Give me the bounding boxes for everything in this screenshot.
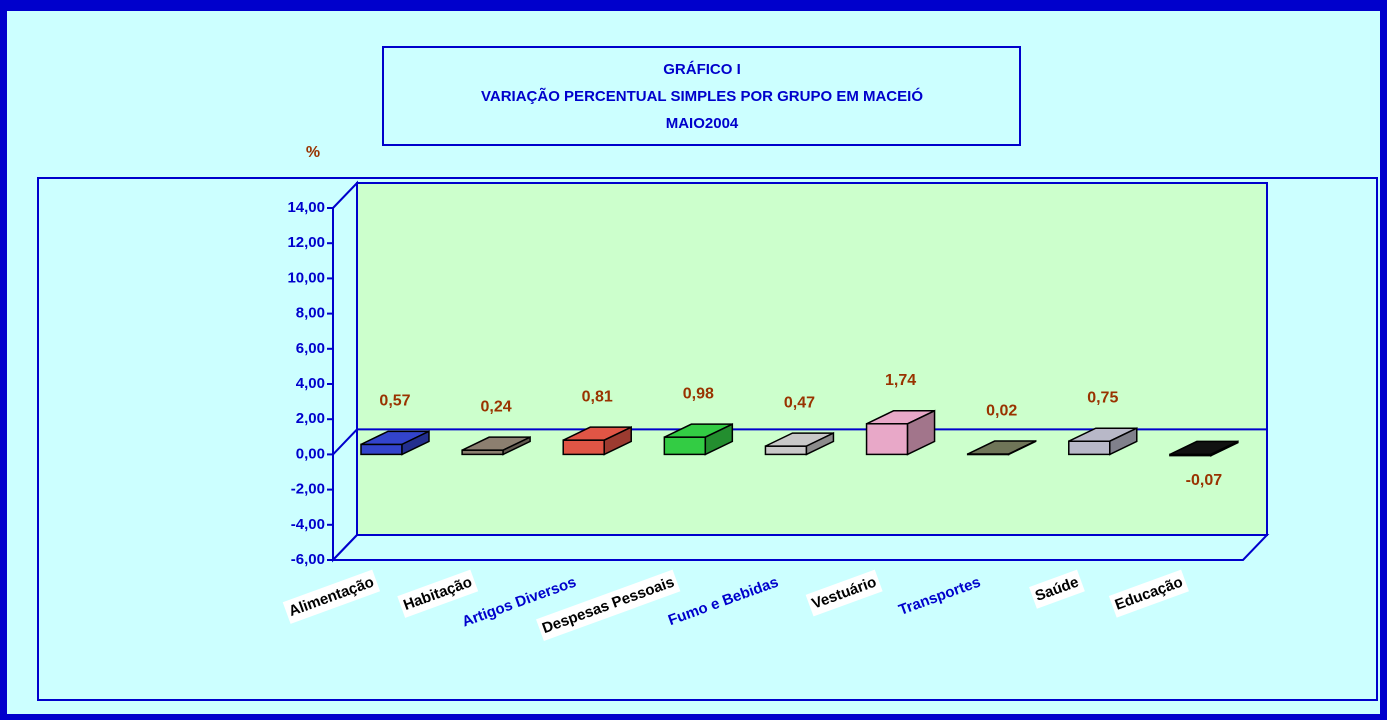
chart-title: MAIO2004 [666, 115, 739, 132]
bar-side [906, 409, 936, 456]
x-label-group: Saúde [1029, 569, 1085, 609]
x-label-box [1108, 569, 1189, 618]
y-tick-label: 0,00 [296, 445, 325, 462]
y-tick-label: -6,00 [291, 551, 325, 568]
bar-shade [604, 427, 632, 455]
x-label-box [1029, 569, 1085, 609]
y-tick-label: 8,00 [296, 305, 325, 322]
bar-side [805, 431, 835, 456]
bar-front [865, 423, 909, 456]
y-tick-label: 6,00 [296, 340, 325, 357]
bar-side [603, 425, 632, 456]
data-label: 0,02 [986, 402, 1017, 419]
x-label-box [805, 569, 883, 617]
bar-side [502, 435, 531, 456]
y-tick-label: 2,00 [296, 410, 325, 427]
bar-front [360, 443, 403, 456]
chart-title: GRÁFICO I [663, 61, 741, 78]
bar-side [1007, 439, 1037, 456]
bar-front [764, 445, 808, 456]
bar-side [401, 430, 430, 456]
bar-shade [907, 410, 935, 455]
bar-front [663, 436, 707, 456]
y-tick-label: 4,00 [296, 375, 325, 392]
bar [1169, 440, 1239, 457]
x-label-box [397, 569, 479, 618]
bar [461, 435, 531, 456]
bar-shade [1008, 441, 1036, 455]
x-label-box [536, 569, 681, 641]
bar [663, 422, 734, 456]
data-label: 0,24 [481, 398, 512, 415]
data-label: -0,07 [1186, 472, 1223, 489]
bar-shade [705, 424, 733, 455]
bar [764, 431, 835, 456]
title-box [382, 46, 1021, 146]
side-wall [332, 180, 358, 563]
bar-shade [806, 433, 834, 455]
bar-shade [1109, 428, 1137, 455]
bar [865, 409, 936, 456]
data-label: 0,57 [379, 393, 410, 410]
bar-shade [503, 437, 531, 455]
plot-frame [37, 177, 1378, 701]
data-label: 0,98 [683, 385, 714, 402]
zero-plane [332, 428, 1267, 456]
y-tick-label: -2,00 [291, 481, 325, 498]
floor [330, 534, 1270, 561]
bar-side [704, 422, 734, 456]
bar [562, 425, 632, 456]
bar-front [1068, 440, 1111, 456]
bar-front [562, 439, 605, 456]
y-tick-label: 12,00 [287, 234, 325, 251]
bar [360, 430, 430, 456]
y-tick-label: -4,00 [291, 516, 325, 533]
data-label: 0,75 [1087, 389, 1118, 406]
chart-title: VARIAÇÃO PERCENTUAL SIMPLES POR GRUPO EM… [481, 87, 923, 105]
bar [1068, 427, 1138, 456]
y-axis-label: % [306, 144, 320, 161]
bar-shade [402, 431, 429, 455]
bar [966, 439, 1037, 456]
back-wall [356, 182, 1268, 536]
bar-shade [1210, 441, 1238, 456]
y-tick-label: 14,00 [287, 199, 325, 216]
data-label: 0,81 [582, 388, 613, 405]
y-tick-label: 10,00 [287, 269, 325, 286]
data-label: 0,47 [784, 394, 815, 411]
bar-side [1109, 427, 1138, 456]
x-label-box [282, 569, 381, 624]
bar-side [1210, 440, 1239, 457]
data-label: 1,74 [885, 372, 916, 389]
